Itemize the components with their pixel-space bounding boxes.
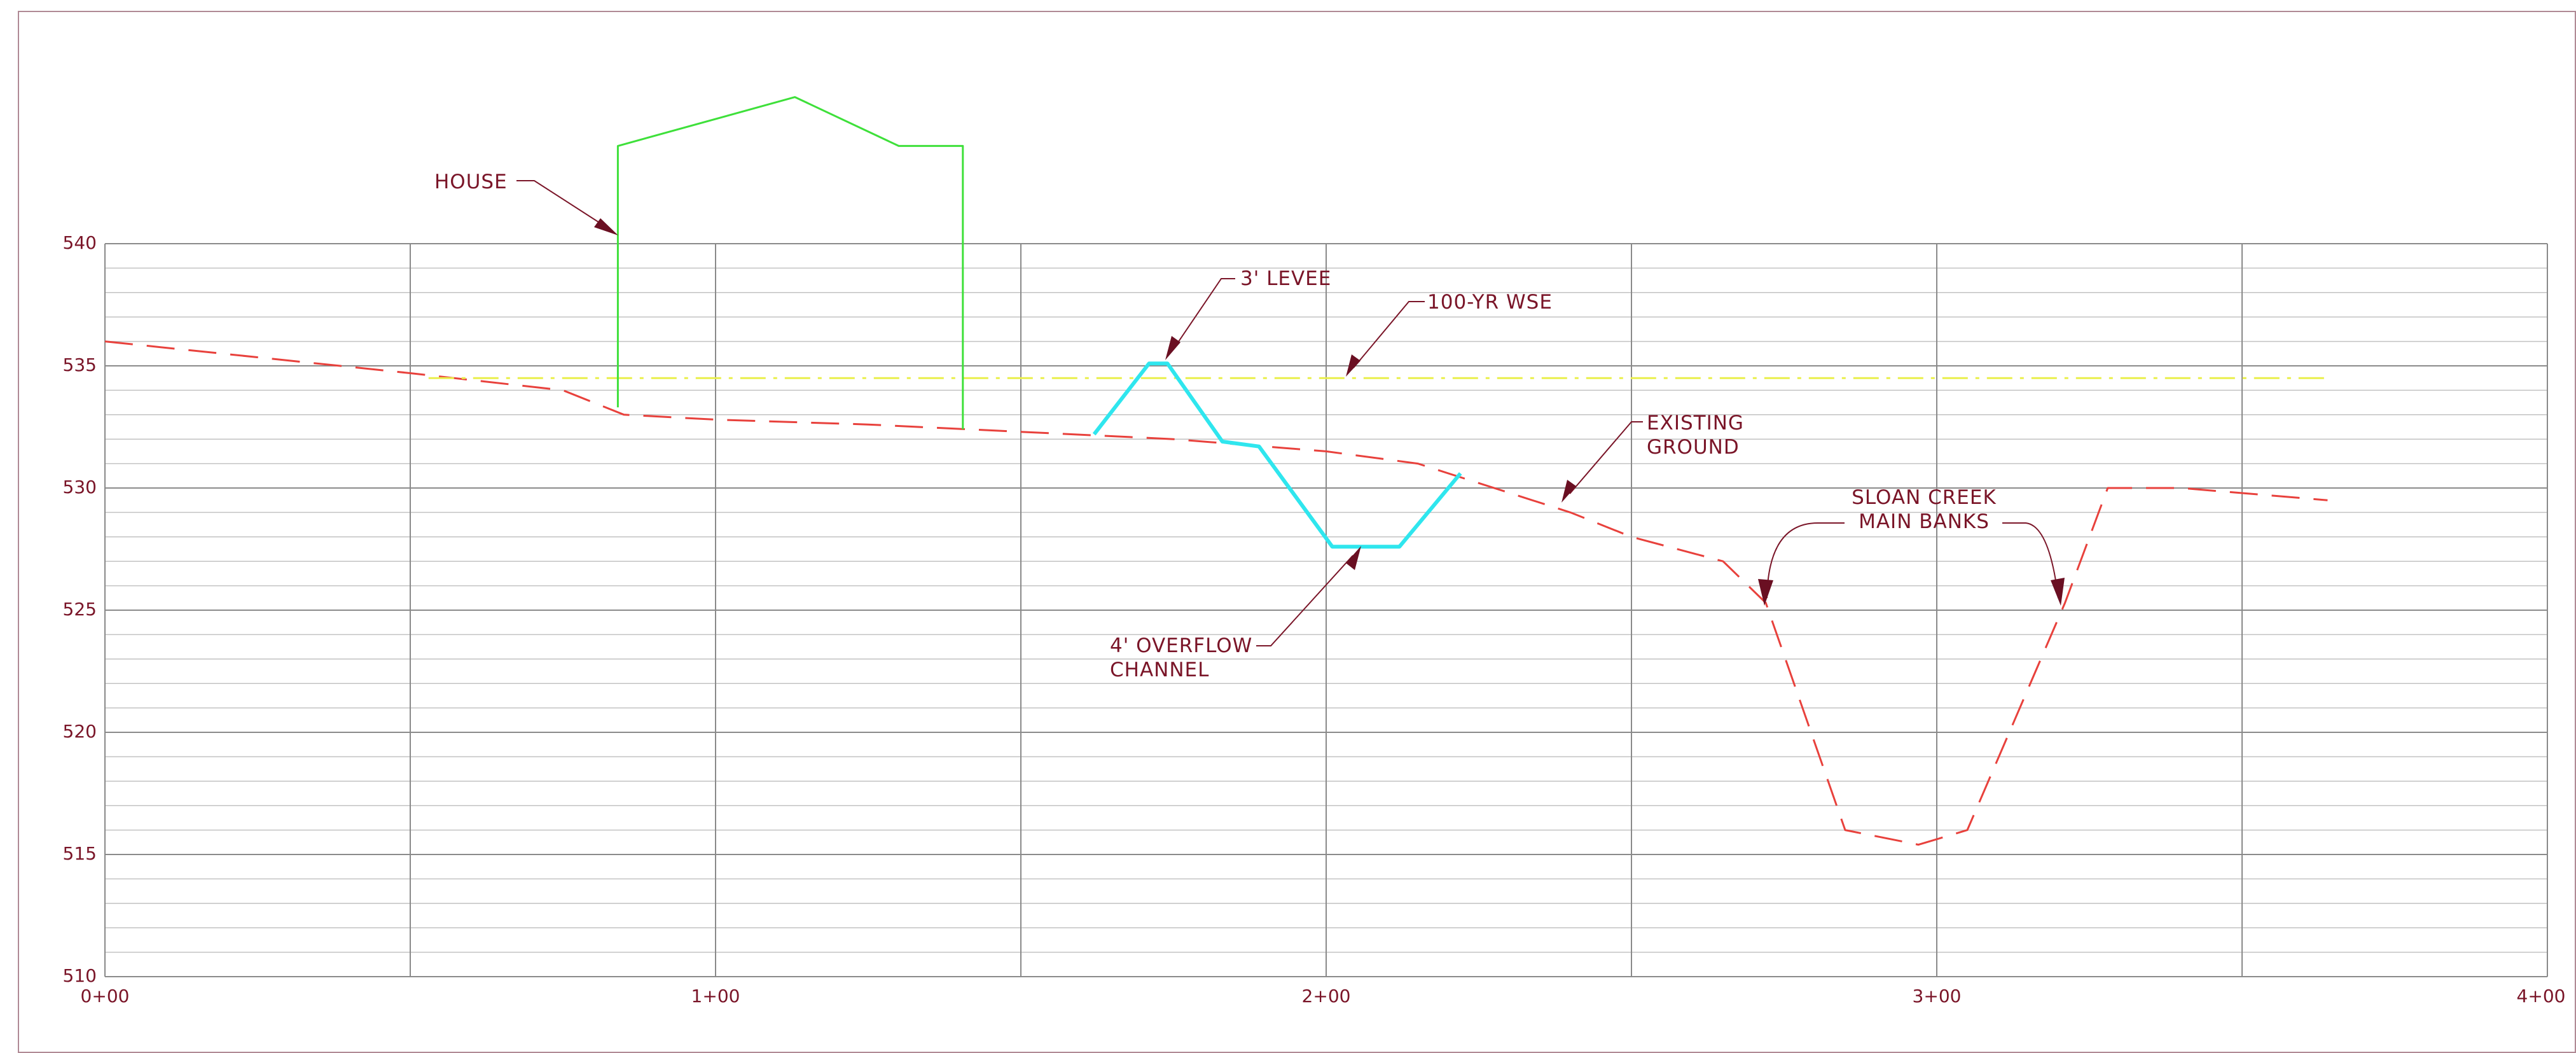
sloan-creek-arrow-left-icon [1758,579,1773,606]
y-tick-label: 515 [63,843,97,864]
wse-callout: 100-YR WSE [1346,291,1553,377]
house-outline [616,96,964,429]
y-tick-label: 535 [63,354,97,375]
levee-channel-line [1092,361,1462,549]
sloan-creek-leader-right [2002,522,2059,599]
existing-ground-callout: EXISTING GROUND [1562,412,1744,503]
existing-ground-arrow-icon [1562,480,1576,503]
grid-major-lines [104,243,2548,977]
x-tick-label: 2+00 [1302,986,1351,1007]
x-tick-label: 4+00 [2517,986,2566,1007]
overflow-label-line1: 4' OVERFLOW [1110,634,1252,657]
annotation-layer: HOUSE 3' LEVEE 100-YR WSE EXISTING GROUN… [434,171,2065,681]
house-label: HOUSE [434,171,508,193]
existing-ground-line [104,340,2328,846]
existing-ground-leader-line [1569,421,1643,494]
sheet-frame [18,11,2576,1053]
house-callout: HOUSE [434,171,618,235]
x-tick-label: 3+00 [1913,986,1962,1007]
y-axis-tick-labels: 540 535 530 525 520 515 510 [63,232,97,986]
levee-leader-line [1172,278,1235,351]
existing-ground-label-line1: EXISTING [1647,412,1744,435]
y-tick-label: 530 [63,477,97,498]
y-tick-label: 520 [63,721,97,742]
house-leader-line [516,180,610,230]
sloan-creek-label-line1: SLOAN CREEK [1852,486,1997,509]
house-arrow-icon [594,218,618,235]
x-tick-label: 1+00 [691,986,740,1007]
overflow-label-line2: CHANNEL [1110,659,1209,681]
overflow-leader-line [1256,555,1354,646]
y-tick-label: 510 [63,965,97,986]
sloan-creek-label-line2: MAIN BANKS [1859,510,1990,533]
wse-leader-line [1353,301,1425,368]
sloan-creek-callout: SLOAN CREEK MAIN BANKS [1758,486,2065,606]
x-tick-label: 0+00 [81,986,130,1007]
sloan-creek-leader-left [1766,522,1845,599]
levee-callout: 3' LEVEE [1165,267,1331,360]
levee-label: 3' LEVEE [1240,267,1331,290]
levee-arrow-icon [1165,336,1181,360]
existing-ground-label-line2: GROUND [1647,436,1740,459]
y-tick-label: 540 [63,232,97,253]
y-tick-label: 525 [63,599,97,620]
wse-label: 100-YR WSE [1427,291,1553,314]
series-layer [104,96,2328,846]
x-axis-tick-labels: 0+00 1+00 2+00 3+00 4+00 [81,986,2566,1007]
sloan-creek-arrow-right-icon [2051,578,2065,606]
overflow-channel-callout: 4' OVERFLOW CHANNEL [1110,546,1361,681]
overflow-arrow-icon [1346,546,1361,570]
wse-arrow-icon [1346,354,1361,377]
